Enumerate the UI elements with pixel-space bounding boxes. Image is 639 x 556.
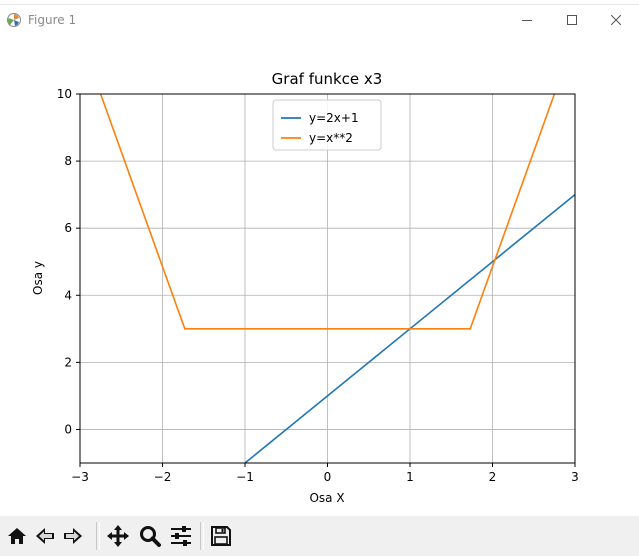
floppy-disk-icon [211,526,231,546]
x-axis-ticks: −3 −2 −1 0 1 2 3 [71,463,579,484]
y-tick-label: 6 [64,221,72,235]
arrow-right-icon [64,528,82,544]
series-line-2 [99,93,556,330]
arrow-left-icon [36,528,54,544]
toolbar-separator [200,522,204,550]
x-tick-label: 3 [571,470,579,484]
y-tick-label: 10 [57,87,72,101]
move-icon [107,525,129,547]
home-icon [8,528,26,544]
y-tick-label: 4 [64,288,72,302]
background-window-strip [0,0,639,6]
figure-canvas[interactable]: Graf funkce x3 −3 −2 −1 0 1 2 3 0 2 4 6 8 10 Osa X … [0,35,639,515]
x-tick-label: −1 [236,470,254,484]
sliders-icon [171,526,191,546]
title-bar[interactable]: Figure 1 [0,5,639,35]
zoom-button[interactable] [137,523,163,549]
legend-label: y=2x+1 [309,111,359,125]
grid-lines [79,93,576,463]
configure-subplots-button[interactable] [168,523,194,549]
chart-title: Graf funkce x3 [272,70,383,88]
y-tick-label: 8 [64,154,72,168]
x-tick-label: 1 [406,470,414,484]
x-tick-label: 0 [324,470,332,484]
magnifier-icon [140,526,161,547]
forward-button[interactable] [60,523,86,549]
navigation-toolbar [0,516,639,556]
y-axis-label: Osa y [31,261,45,295]
close-icon [611,15,621,25]
x-tick-label: −3 [71,470,89,484]
x-axis-label: Osa X [309,491,344,505]
window-title: Figure 1 [28,13,77,27]
back-button[interactable] [32,523,58,549]
maximize-icon [567,15,577,25]
toolbar-separator [96,522,100,550]
save-button[interactable] [208,523,234,549]
matplotlib-icon [7,13,21,27]
minimize-icon [522,20,532,21]
minimize-button[interactable] [504,5,550,35]
x-tick-label: −2 [154,470,172,484]
x-tick-label: 2 [489,470,497,484]
home-button[interactable] [4,523,30,549]
close-button[interactable] [593,5,639,35]
maximize-button[interactable] [549,5,595,35]
pan-button[interactable] [105,523,131,549]
series-lines [99,93,576,464]
legend: y=2x+1 y=x**2 [272,99,382,151]
legend-label: y=x**2 [309,131,353,145]
y-tick-label: 0 [64,422,72,436]
y-axis-ticks: 0 2 4 6 8 10 [57,87,80,436]
figure-window: Figure 1 Graf funkce x3 −3 −2 −1 0 1 2 3 0 2 4 6 8… [0,4,639,556]
y-tick-label: 2 [64,355,72,369]
